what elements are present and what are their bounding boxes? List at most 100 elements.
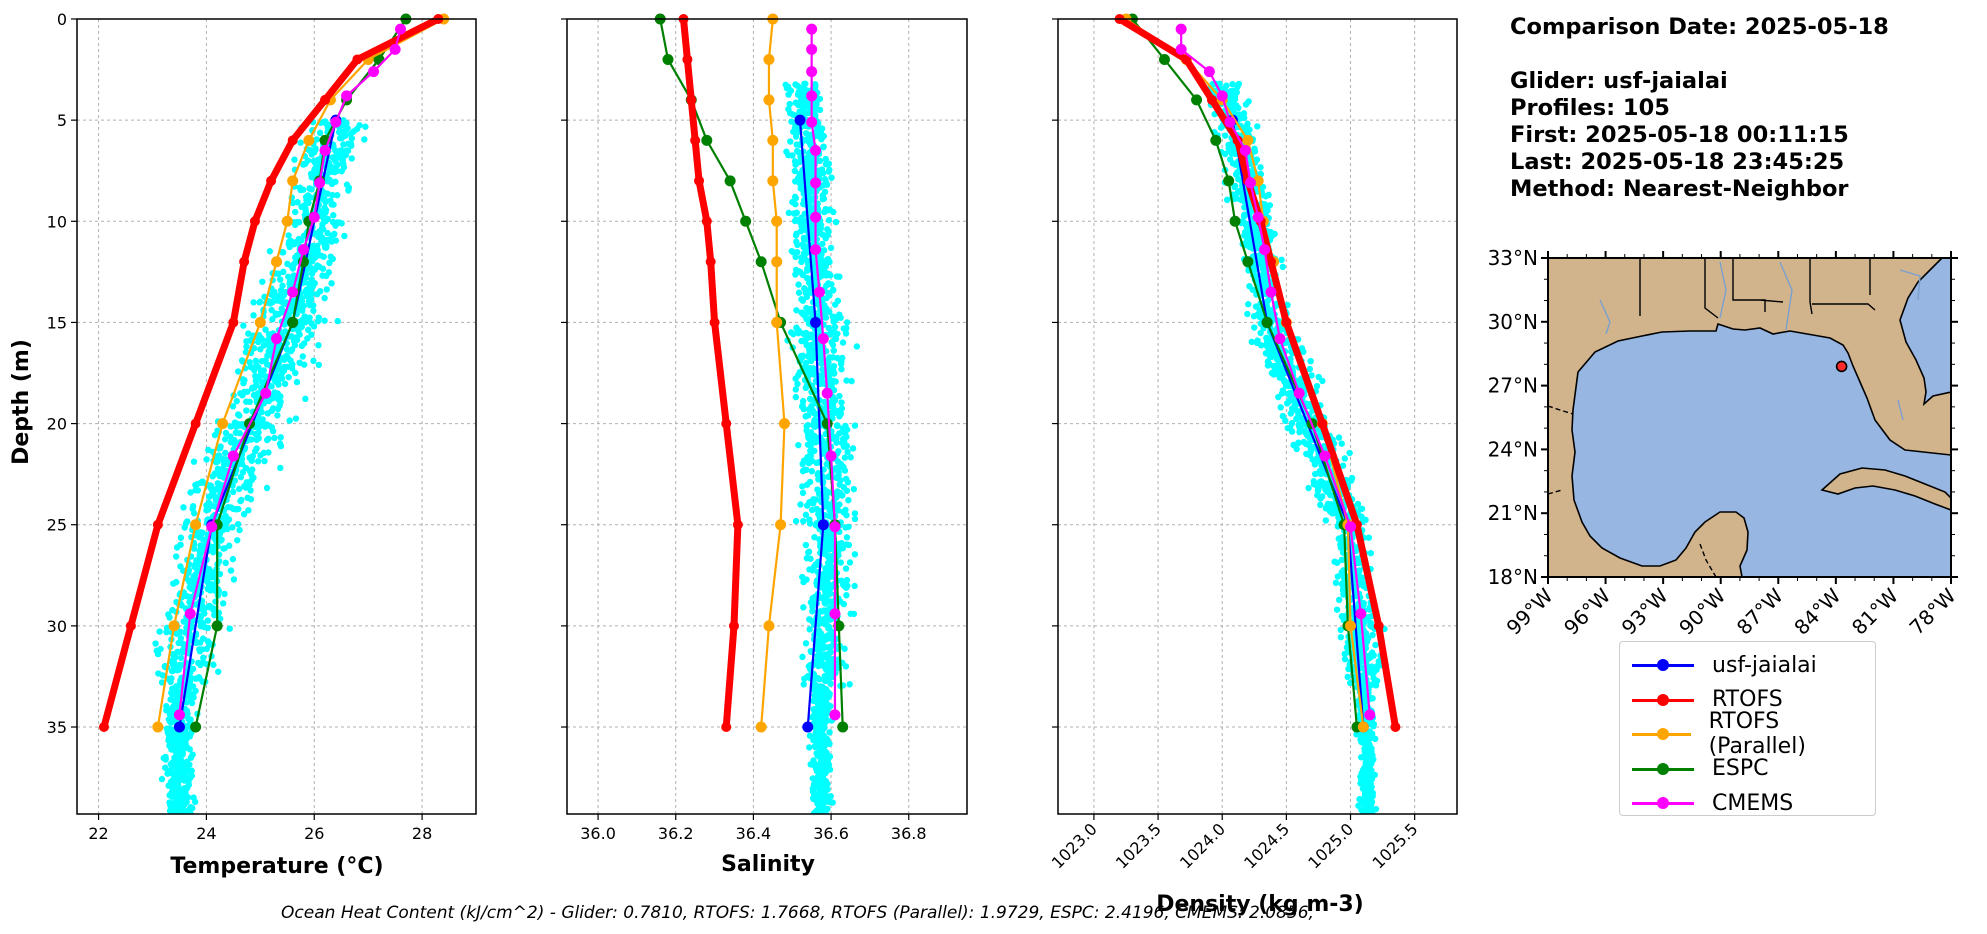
scatter-point: [838, 539, 845, 547]
scatter-point: [265, 338, 272, 346]
series-point-rtofs: [701, 216, 712, 227]
scatter-point: [199, 536, 207, 543]
scatter-point: [853, 343, 861, 350]
series-point-rtofs: [287, 135, 298, 146]
scatter-point: [243, 407, 250, 414]
scatter-point: [204, 638, 212, 645]
scatter-point: [251, 448, 259, 455]
scatter-point: [844, 448, 851, 456]
scatter-point: [812, 732, 819, 739]
scatter-point: [806, 732, 814, 739]
scatter-point: [1257, 164, 1264, 171]
scatter-point: [321, 317, 328, 324]
scatter-point: [301, 340, 308, 347]
series-point-cmems: [227, 450, 239, 462]
scatter-point: [219, 600, 227, 607]
scatter-point: [292, 415, 300, 422]
scatter-point: [819, 366, 826, 373]
scatter-point: [250, 312, 257, 319]
scatter-point: [263, 484, 271, 492]
scatter-point: [326, 259, 333, 267]
scatter-point: [810, 496, 817, 503]
scatter-point: [1226, 156, 1234, 163]
scatter-point: [275, 310, 283, 318]
scatter-point: [1245, 301, 1252, 308]
scatter-point: [829, 341, 837, 349]
scatter-point: [843, 592, 850, 599]
scatter-point: [332, 237, 340, 244]
y-tick-label: 0: [57, 10, 67, 29]
scatter-point: [837, 360, 845, 368]
scatter-point: [839, 339, 847, 346]
scatter-point: [240, 322, 247, 329]
series-point-rtofs: [239, 256, 250, 267]
scatter-point: [339, 156, 346, 163]
scatter-point: [316, 129, 324, 137]
series-point-cmems: [810, 244, 822, 256]
scatter-point: [1372, 641, 1379, 649]
scatter-point: [792, 386, 799, 393]
scatter-point: [173, 578, 180, 586]
scatter-point: [259, 278, 266, 285]
scatter-point: [173, 813, 174, 814]
scatter-point: [787, 329, 795, 336]
scatter-point: [279, 249, 287, 256]
series-point-rtofs-parallel: [763, 94, 775, 106]
scatter-point: [1357, 780, 1364, 787]
scatter-point: [265, 331, 273, 338]
scatter-point: [340, 141, 347, 148]
scatter-point: [802, 384, 810, 392]
scatter-point: [810, 686, 818, 693]
scatter-point: [310, 302, 317, 309]
scatter-point: [1261, 266, 1268, 273]
scatter-point: [1252, 303, 1260, 310]
scatter-point: [782, 81, 789, 88]
scatter-point: [317, 252, 324, 259]
scatter-point: [215, 668, 222, 675]
scatter-point: [291, 156, 298, 163]
scatter-point: [308, 173, 315, 181]
series-point-cmems: [810, 144, 822, 156]
series-point-cmems: [806, 23, 818, 35]
scatter-point: [278, 375, 286, 382]
scatter-point: [1338, 569, 1345, 576]
scatter-point: [810, 781, 818, 788]
scatter-point: [816, 106, 824, 114]
scatter-point: [824, 652, 831, 660]
scatter-point: [824, 812, 830, 814]
scatter-point: [785, 105, 792, 113]
scatter-point: [826, 740, 833, 748]
scatter-point: [1308, 372, 1315, 379]
scatter-point: [836, 273, 843, 280]
scatter-point: [1251, 148, 1259, 155]
scatter-point: [314, 242, 321, 250]
scatter-point: [805, 453, 813, 460]
series-point-rtofs: [682, 54, 693, 65]
series-point-rtofs: [152, 519, 163, 530]
scatter-point: [171, 654, 179, 661]
scatter-point: [315, 342, 322, 349]
scatter-point: [1307, 357, 1314, 365]
scatter-point: [1262, 209, 1270, 216]
series-point-rtofs: [98, 722, 109, 733]
scatter-point: [229, 403, 237, 410]
scatter-point: [301, 313, 308, 320]
series-point-espc: [287, 316, 299, 328]
x-tick-label: 22: [88, 824, 108, 843]
scatter-point: [183, 707, 191, 714]
scatter-point: [836, 430, 843, 437]
scatter-point: [305, 326, 312, 334]
scatter-point: [240, 380, 247, 387]
scatter-point: [810, 706, 817, 713]
scatter-point: [787, 138, 794, 145]
scatter-point: [797, 172, 804, 179]
scatter-point: [281, 380, 289, 388]
series-line-rtofs: [680, 18, 742, 728]
scatter-point: [302, 395, 309, 403]
scatter-point: [836, 392, 843, 400]
scatter-point: [337, 147, 345, 154]
y-tick-label: 5: [57, 111, 67, 130]
scatter-point: [823, 272, 830, 279]
scatter-point: [834, 507, 842, 514]
scatter-point: [180, 814, 186, 820]
